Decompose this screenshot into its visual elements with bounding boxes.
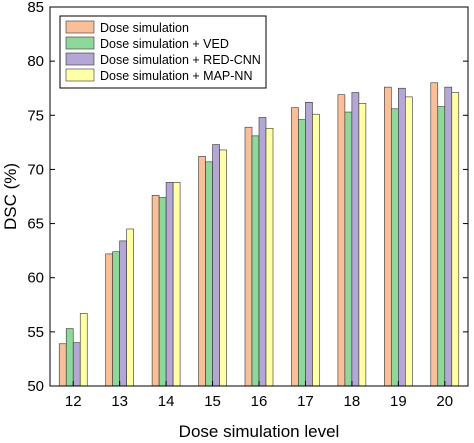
x-axis-title: Dose simulation level: [179, 422, 340, 441]
bars-group: [58, 82, 460, 387]
x-tick-label: 18: [344, 393, 361, 410]
bar: [258, 117, 267, 387]
bar: [119, 240, 127, 387]
bar: [437, 106, 446, 387]
bar: [298, 119, 306, 387]
x-tick-label: 17: [297, 393, 314, 410]
bar: [451, 92, 460, 387]
bar: [391, 108, 399, 387]
x-tick-label: 14: [158, 393, 175, 410]
bar: [158, 197, 167, 387]
x-tick-label: 12: [65, 393, 82, 410]
legend-swatch: [65, 20, 95, 34]
bar: [165, 182, 174, 387]
bar: [65, 328, 74, 387]
legend: Dose simulation Dose simulation + VED Dose…: [59, 15, 267, 89]
bar: [212, 144, 220, 387]
legend-swatch: [65, 68, 95, 82]
legend-label: Dose simulation: [100, 21, 189, 35]
bar: [358, 103, 367, 387]
bar: [344, 111, 353, 387]
bar: [312, 113, 320, 387]
x-tick-label: 13: [111, 393, 128, 410]
bar: [112, 251, 120, 387]
x-tick-label: 19: [390, 393, 407, 410]
y-tick-label: 80: [27, 53, 44, 70]
x-tick-label: 20: [436, 393, 453, 410]
bar: [205, 161, 213, 387]
bar: [351, 92, 360, 387]
bar: [72, 342, 81, 387]
y-tick-label: 85: [27, 0, 44, 16]
bar: [337, 94, 346, 387]
bar: [291, 107, 299, 387]
bar: [430, 82, 439, 387]
legend-swatch: [65, 52, 95, 66]
y-tick-label: 75: [27, 107, 44, 124]
bar: [384, 86, 392, 387]
bar: [58, 343, 67, 387]
bar: [305, 101, 313, 387]
bar: [444, 86, 453, 387]
bar: [151, 195, 160, 387]
legend-box: [59, 15, 267, 89]
bar: [172, 182, 181, 387]
ticks-group: 50 55 60 65 70 75 80 85 12 13 14 15 16 17 18 19 20: [27, 0, 468, 410]
bar: [398, 87, 406, 387]
y-tick-label: 60: [27, 270, 44, 287]
bar: [265, 127, 274, 387]
y-tick-label: 50: [27, 378, 44, 395]
bar: [126, 228, 134, 387]
bar: [219, 149, 227, 387]
y-axis-title: DSC (%): [1, 163, 20, 230]
y-tick-label: 55: [27, 324, 44, 341]
bar: [198, 156, 206, 387]
legend-label: Dose simulation + MAP-NN: [100, 69, 252, 83]
legend-swatch: [65, 36, 95, 50]
bar: [405, 96, 413, 387]
x-tick-label: 15: [204, 393, 221, 410]
legend-label: Dose simulation + RED-CNN: [100, 53, 261, 67]
legend-label: Dose simulation + VED: [100, 37, 229, 51]
bar: [244, 126, 253, 387]
bar: [79, 313, 88, 387]
bar: [105, 253, 113, 387]
y-tick-label: 70: [27, 161, 44, 178]
y-tick-label: 65: [27, 216, 44, 233]
bar: [251, 135, 260, 387]
x-tick-label: 16: [251, 393, 268, 410]
